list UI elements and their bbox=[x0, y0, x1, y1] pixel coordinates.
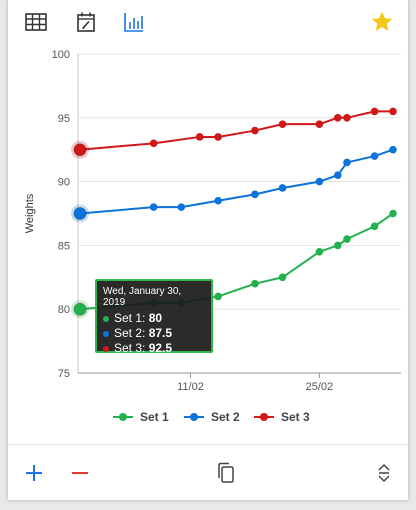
data-point bbox=[278, 120, 287, 128]
y-tick-label: 85 bbox=[58, 240, 70, 252]
y-tick-label: 80 bbox=[58, 304, 70, 316]
tooltip-value: 80 bbox=[148, 311, 163, 325]
data-point-highlighted bbox=[73, 143, 87, 157]
favorite-button[interactable] bbox=[370, 10, 394, 34]
legend-marker bbox=[119, 413, 127, 421]
tooltip-value: 87.5 bbox=[148, 326, 173, 340]
add-button[interactable] bbox=[22, 461, 46, 485]
data-point bbox=[214, 196, 222, 205]
data-point bbox=[343, 158, 351, 167]
data-point bbox=[370, 152, 379, 160]
set3-dot-icon bbox=[103, 345, 109, 352]
data-point bbox=[315, 177, 324, 186]
action-bar bbox=[8, 444, 408, 501]
tooltip-value: 92.5 bbox=[148, 341, 173, 355]
weights-chart: 75 80 85 90 95 100 11/02 25/02 Weights Set 1 Set 2… bbox=[8, 44, 408, 444]
set1-dot-icon bbox=[103, 315, 109, 322]
data-point bbox=[315, 120, 324, 128]
bar-chart-icon bbox=[124, 13, 143, 32]
tooltip-row-set2: Set 2: 87.5 bbox=[103, 326, 205, 341]
data-point bbox=[251, 279, 259, 288]
data-point bbox=[251, 126, 259, 135]
x-tick-label: 25/02 bbox=[306, 381, 334, 393]
data-point bbox=[370, 222, 379, 231]
legend-label: Set 2 bbox=[211, 410, 240, 424]
table-icon bbox=[25, 13, 47, 31]
y-tick-label: 95 bbox=[58, 113, 70, 125]
data-point bbox=[149, 203, 158, 211]
data-point bbox=[214, 133, 222, 141]
legend-label: Set 3 bbox=[281, 410, 310, 424]
y-tick-label: 90 bbox=[58, 177, 70, 189]
star-icon bbox=[371, 11, 393, 31]
data-point bbox=[389, 209, 397, 218]
y-axis-label: Weights bbox=[24, 193, 36, 233]
plus-icon bbox=[26, 465, 42, 481]
data-point bbox=[343, 114, 351, 122]
data-point bbox=[333, 241, 342, 250]
view-toolbar bbox=[8, 0, 408, 44]
chart-canvas: 75 80 85 90 95 100 11/02 25/02 Weights Set 1 Set 2… bbox=[24, 49, 401, 424]
tooltip-label: Set 2: bbox=[114, 326, 146, 340]
sort-button[interactable] bbox=[372, 461, 396, 485]
tooltip-date: Wed, January 30, 2019 bbox=[103, 286, 182, 308]
data-point bbox=[333, 171, 342, 180]
data-point-highlighted bbox=[73, 207, 87, 220]
legend-marker bbox=[260, 413, 268, 421]
chart-tooltip: Wed, January 30, 2019 Set 1: 80 Set 2: 8… bbox=[95, 279, 213, 356]
data-point bbox=[370, 107, 379, 116]
y-tick-label: 75 bbox=[58, 368, 70, 380]
data-point bbox=[278, 273, 287, 282]
data-point-highlighted bbox=[73, 302, 87, 316]
legend-marker bbox=[190, 413, 198, 421]
calendar-view-button[interactable] bbox=[74, 10, 98, 34]
data-point bbox=[177, 203, 186, 211]
data-point bbox=[333, 114, 342, 122]
copy-icon bbox=[218, 462, 234, 483]
sort-icon bbox=[378, 463, 390, 483]
data-point bbox=[251, 190, 259, 199]
y-tick-label: 100 bbox=[52, 49, 70, 61]
data-point bbox=[343, 235, 351, 243]
calendar-edit-icon bbox=[77, 12, 95, 32]
legend-label: Set 1 bbox=[140, 410, 169, 424]
x-tick-label: 11/02 bbox=[177, 381, 204, 393]
data-point bbox=[195, 133, 204, 141]
tooltip-label: Set 3: bbox=[114, 341, 146, 355]
set2-dot-icon bbox=[103, 330, 109, 337]
workout-card: 75 80 85 90 95 100 11/02 25/02 Weights Set 1 Set 2… bbox=[8, 0, 408, 500]
tooltip-row-set1: Set 1: 80 bbox=[103, 311, 205, 326]
remove-button[interactable] bbox=[68, 461, 92, 485]
data-point bbox=[214, 292, 222, 301]
chart-view-button[interactable] bbox=[122, 10, 146, 34]
tooltip-label: Set 1: bbox=[114, 311, 146, 325]
minus-icon bbox=[72, 472, 88, 474]
data-point bbox=[315, 247, 324, 256]
tooltip-row-set3: Set 3: 92.5 bbox=[103, 341, 205, 356]
data-point bbox=[149, 139, 158, 148]
data-point bbox=[389, 145, 397, 154]
data-point bbox=[389, 107, 397, 116]
copy-button[interactable] bbox=[214, 461, 238, 485]
data-point bbox=[278, 184, 287, 192]
table-view-button[interactable] bbox=[24, 10, 48, 34]
